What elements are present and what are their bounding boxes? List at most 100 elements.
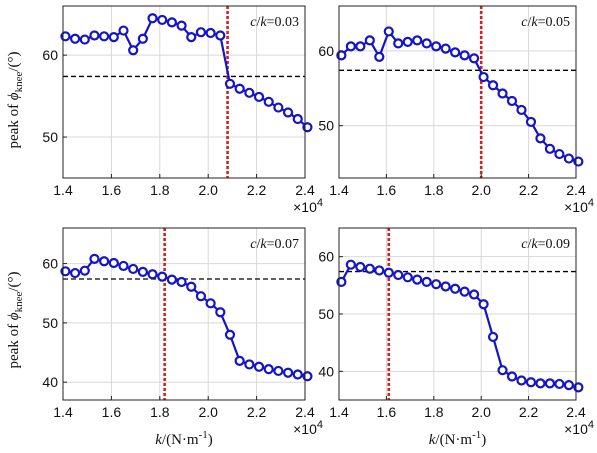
x-tick-label: 2.0 (198, 404, 218, 420)
data-point (118, 260, 129, 272)
x-tick-label: 1.8 (424, 404, 444, 420)
x-axis-label-unit: (N·m (440, 432, 473, 448)
data-point (374, 265, 385, 276)
data-point (137, 33, 148, 44)
data-point (224, 329, 236, 340)
y-tick-label: 40 (318, 363, 334, 379)
x-axis-label-k: k (429, 432, 436, 448)
x-axis-label-exponent: -1 (199, 429, 208, 441)
data-point (244, 359, 255, 370)
data-point (108, 32, 119, 43)
data-point (234, 83, 245, 94)
x-tick-label: 1.8 (150, 182, 170, 198)
data-point (215, 307, 226, 318)
grid (339, 228, 576, 400)
data-point (450, 283, 461, 294)
svg-text:peak of ϕknee/(°): peak of ϕknee/(°) (6, 271, 25, 368)
data-point (147, 269, 158, 280)
data-point (355, 261, 366, 273)
y-tick-label: 60 (318, 43, 334, 59)
annotation-slash: / (527, 15, 531, 30)
x-axis-multiplier-exponent: 4 (588, 197, 594, 209)
annotation-value: =0.07 (267, 237, 299, 252)
data-point (205, 27, 216, 39)
data-point (205, 298, 216, 309)
annotation-k: k (531, 237, 538, 252)
data-point (554, 378, 565, 390)
data-point (137, 266, 148, 277)
data-point (89, 253, 100, 264)
x-axis-multiplier-base: ×10 (293, 421, 317, 437)
data-point (157, 14, 168, 26)
y-axis-label-suffix: /(°) (6, 271, 22, 291)
annotation-k: k (260, 237, 267, 252)
data-point (176, 20, 187, 31)
subplot-bottom-right: 1.4 1.6 1.8 2.0 2.2 2.4405060×104c/k=0.09k/(N… (318, 227, 594, 448)
annotation-c: c (521, 237, 528, 252)
x-axis-multiplier-base: ×10 (564, 421, 588, 437)
x-tick-label: 2.0 (198, 182, 218, 198)
x-axis-label: k/(N·m-1) (429, 429, 487, 448)
x-tick-label: 2.2 (247, 182, 267, 198)
axes-frame (62, 227, 306, 401)
data-series (336, 259, 584, 393)
data-point (355, 41, 366, 52)
data-point (79, 265, 90, 276)
data-point (497, 88, 508, 99)
y-axis-label-symbol: ϕ (6, 312, 22, 320)
data-point (402, 36, 413, 47)
data-point (186, 281, 197, 292)
data-point (128, 45, 139, 56)
subplot-top-left: 1.4 1.6 1.8 2.0 2.2 2.4 50 60 ×104 c/k=0.03 (42, 5, 323, 215)
x-tick-label: 1.4 (329, 404, 349, 420)
y-axis-label-subscript: knee (13, 292, 25, 313)
x-tick-label: 2.4 (566, 404, 586, 420)
y-axis-label-suffix: /(°) (6, 51, 22, 71)
data-point (292, 113, 303, 125)
x-tick-label: 2.4 (295, 182, 315, 198)
data-point (215, 30, 226, 41)
annotation-c: c (250, 15, 257, 30)
data-point (421, 38, 432, 49)
x-axis-multiplier: ×104 (564, 197, 594, 215)
y-tick-label: 50 (42, 315, 58, 331)
annotation-c: c (250, 237, 257, 252)
y-axis-label-prefix: peak of (6, 100, 22, 148)
data-point (431, 41, 442, 52)
annotation-ck: c/k=0.07 (250, 237, 299, 252)
data-point (282, 367, 294, 378)
x-axis-multiplier-base: ×10 (564, 199, 588, 215)
annotation-value: =0.03 (267, 15, 299, 30)
data-point (147, 13, 158, 24)
annotation-ck: c/k=0.03 (250, 15, 299, 30)
data-point (253, 91, 265, 103)
data-point (89, 30, 100, 41)
data-point (544, 378, 556, 389)
x-axis-label-unit: (N·m (166, 432, 199, 448)
data-point (166, 274, 177, 285)
data-point (234, 355, 245, 366)
data-point (535, 378, 546, 389)
data-point (345, 259, 356, 270)
data-point (224, 78, 236, 89)
data-point (516, 375, 527, 386)
data-point (364, 35, 375, 46)
data-point (506, 371, 518, 382)
data-point (402, 272, 413, 283)
data-point (497, 365, 508, 376)
data-point (108, 257, 119, 269)
y-axis-label-top-row: peak of ϕknee/(°) (6, 51, 25, 148)
data-point (166, 17, 177, 28)
x-tick-label: 2.0 (471, 404, 491, 420)
plot-area (63, 6, 305, 178)
data-point (478, 299, 489, 310)
svg-text:peak of ϕknee/(°): peak of ϕknee/(°) (6, 51, 25, 148)
x-tick-label: 2.4 (566, 182, 586, 198)
x-axis-label-close: ) (208, 432, 213, 448)
x-axis-label-close: ) (481, 432, 486, 448)
data-point (292, 369, 303, 380)
x-tick-label: 2.4 (295, 404, 315, 420)
data-series (60, 13, 313, 133)
data-point (195, 291, 207, 302)
